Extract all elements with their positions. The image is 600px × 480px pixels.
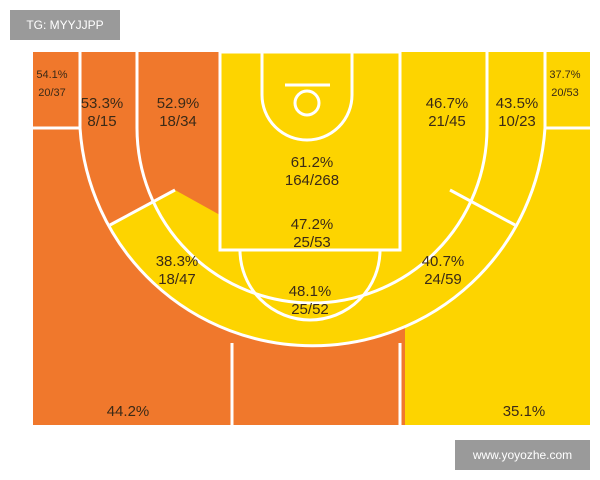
zone-shots: 164/268	[285, 172, 339, 189]
court	[33, 50, 590, 425]
zone-shots: 24/59	[424, 271, 462, 288]
zone-shots: 25/53	[293, 234, 331, 251]
zone-percentage: 38.3%	[156, 253, 199, 270]
zone-shots: 25/52	[291, 301, 329, 318]
zone-percentage: 61.2%	[291, 154, 334, 171]
watermark: TG: MYYJJPP	[10, 10, 120, 40]
zone-shots: 10/23	[498, 113, 536, 130]
zone-percentage: 44.2%	[107, 403, 150, 420]
zone-percentage: 35.1%	[503, 403, 546, 420]
zone-percentage: 47.2%	[291, 216, 334, 233]
zone-shots: 8/15	[87, 113, 116, 130]
zone-shots: 20/37	[38, 87, 66, 99]
zone-percentage: 52.9%	[157, 95, 200, 112]
zone-percentage: 43.5%	[496, 95, 539, 112]
zone-shots: 21/45	[428, 113, 466, 130]
zone-shots: 18/34	[159, 113, 197, 130]
watermark: www.yoyozhe.com	[455, 440, 590, 470]
zone-percentage: 53.3%	[81, 95, 124, 112]
zone-shots: 18/47	[158, 271, 196, 288]
zone-shots: 20/53	[551, 87, 579, 99]
zone-percentage: 40.7%	[422, 253, 465, 270]
zone-percentage: 37.7%	[549, 69, 580, 81]
zone-percentage: 46.7%	[426, 95, 469, 112]
zone-percentage: 54.1%	[36, 69, 67, 81]
zone-percentage: 48.1%	[289, 283, 332, 300]
